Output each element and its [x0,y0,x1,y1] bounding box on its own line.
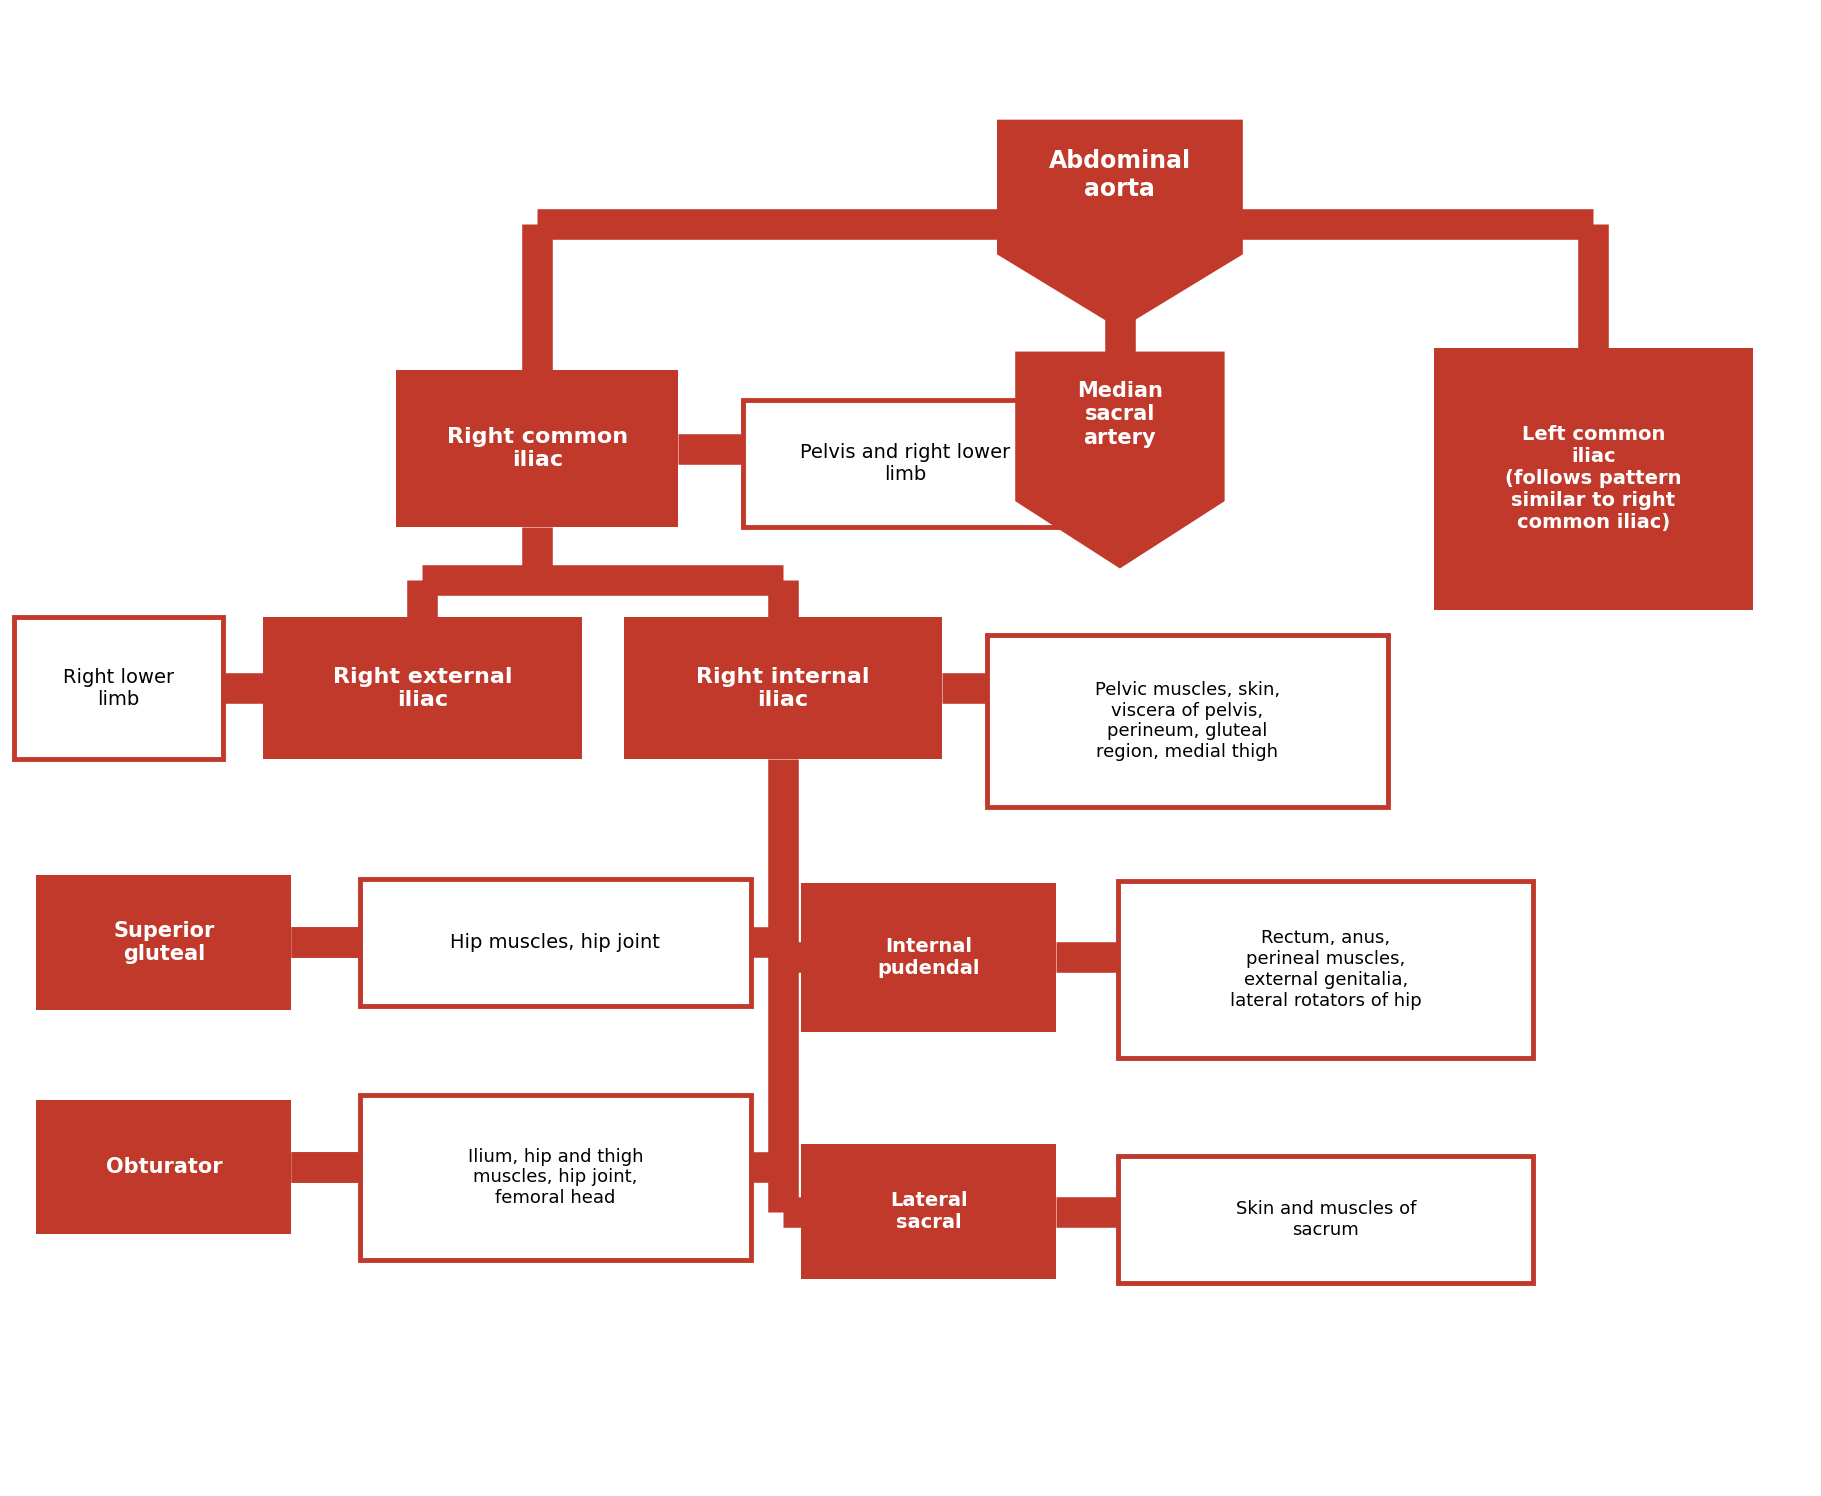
Text: Right external
iliac: Right external iliac [333,667,512,709]
Bar [361,880,750,1007]
Text: Superior
gluteal: Superior gluteal [113,922,215,963]
Text: Left common
iliac
(follows pattern
similar to right
common iliac): Left common iliac (follows pattern simil… [1506,425,1681,533]
Text: Right common
iliac: Right common iliac [446,428,628,470]
Text: Skin and muscles of
sacrum: Skin and muscles of sacrum [1235,1200,1417,1239]
Bar [1435,349,1752,610]
Text: Lateral
sacral: Lateral sacral [890,1191,967,1233]
Text: Hip muscles, hip joint: Hip muscles, hip joint [450,934,661,951]
Text: Right lower
limb: Right lower limb [62,667,175,709]
Bar [743,401,1067,528]
Bar [361,1095,750,1260]
Bar [801,1144,1056,1279]
Text: Rectum, anus,
perineal muscles,
external genitalia,
lateral rotators of hip: Rectum, anus, perineal muscles, external… [1229,929,1422,1010]
Bar [36,1100,291,1234]
Text: Right internal
iliac: Right internal iliac [696,667,870,709]
Bar [1118,881,1533,1058]
Polygon shape [998,120,1242,329]
Bar [623,616,943,758]
Bar [395,371,677,528]
Bar [15,616,222,758]
Bar [1118,1155,1533,1284]
Text: Ilium, hip and thigh
muscles, hip joint,
femoral head: Ilium, hip and thigh muscles, hip joint,… [468,1147,643,1207]
Bar [801,883,1056,1032]
Polygon shape [1016,352,1224,568]
Text: Median
sacral
artery: Median sacral artery [1076,381,1164,447]
Text: Pelvis and right lower
limb: Pelvis and right lower limb [799,443,1011,485]
Bar [264,616,583,758]
Bar [36,875,291,1010]
Text: Pelvic muscles, skin,
viscera of pelvis,
perineum, gluteal
region, medial thigh: Pelvic muscles, skin, viscera of pelvis,… [1094,681,1280,761]
Bar [987,636,1388,808]
Text: Internal
pudendal: Internal pudendal [878,936,980,978]
Text: Obturator: Obturator [106,1156,222,1177]
Text: Abdominal
aorta: Abdominal aorta [1049,150,1191,200]
